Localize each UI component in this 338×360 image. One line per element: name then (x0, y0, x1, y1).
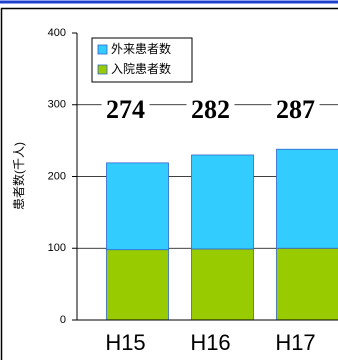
x-tick-label: H17 (275, 330, 315, 355)
y-tick-label: 0 (60, 314, 66, 326)
legend-label: 入院患者数 (111, 61, 171, 76)
annotation-bg (101, 96, 150, 126)
legend-swatch (97, 44, 108, 55)
y-tick-label: 300 (48, 99, 66, 111)
bar-segment (191, 248, 254, 321)
legend-swatch (97, 64, 108, 75)
frame (0, 7, 338, 360)
bar-segment (106, 162, 169, 251)
annotation: 274 (106, 95, 145, 124)
x-tick-label: H15 (105, 330, 145, 355)
annotation: 282 (191, 95, 230, 124)
legend-box (91, 37, 193, 83)
bar-segment (276, 148, 338, 249)
bar-segment (276, 247, 338, 321)
x-tick-label: H16 (190, 330, 230, 355)
y-tick-label: 100 (48, 242, 66, 254)
legend-label: 外来患者数 (111, 41, 171, 56)
y-tick-label: 400 (48, 27, 66, 39)
bar-segment (191, 154, 254, 250)
annotation-bg (271, 96, 320, 126)
bar-segment (106, 249, 169, 321)
y-axis-label: 患者数(千人) (11, 142, 26, 210)
annotation: 287 (276, 95, 315, 124)
annotation-bg (186, 96, 235, 126)
y-tick-label: 200 (48, 170, 66, 182)
